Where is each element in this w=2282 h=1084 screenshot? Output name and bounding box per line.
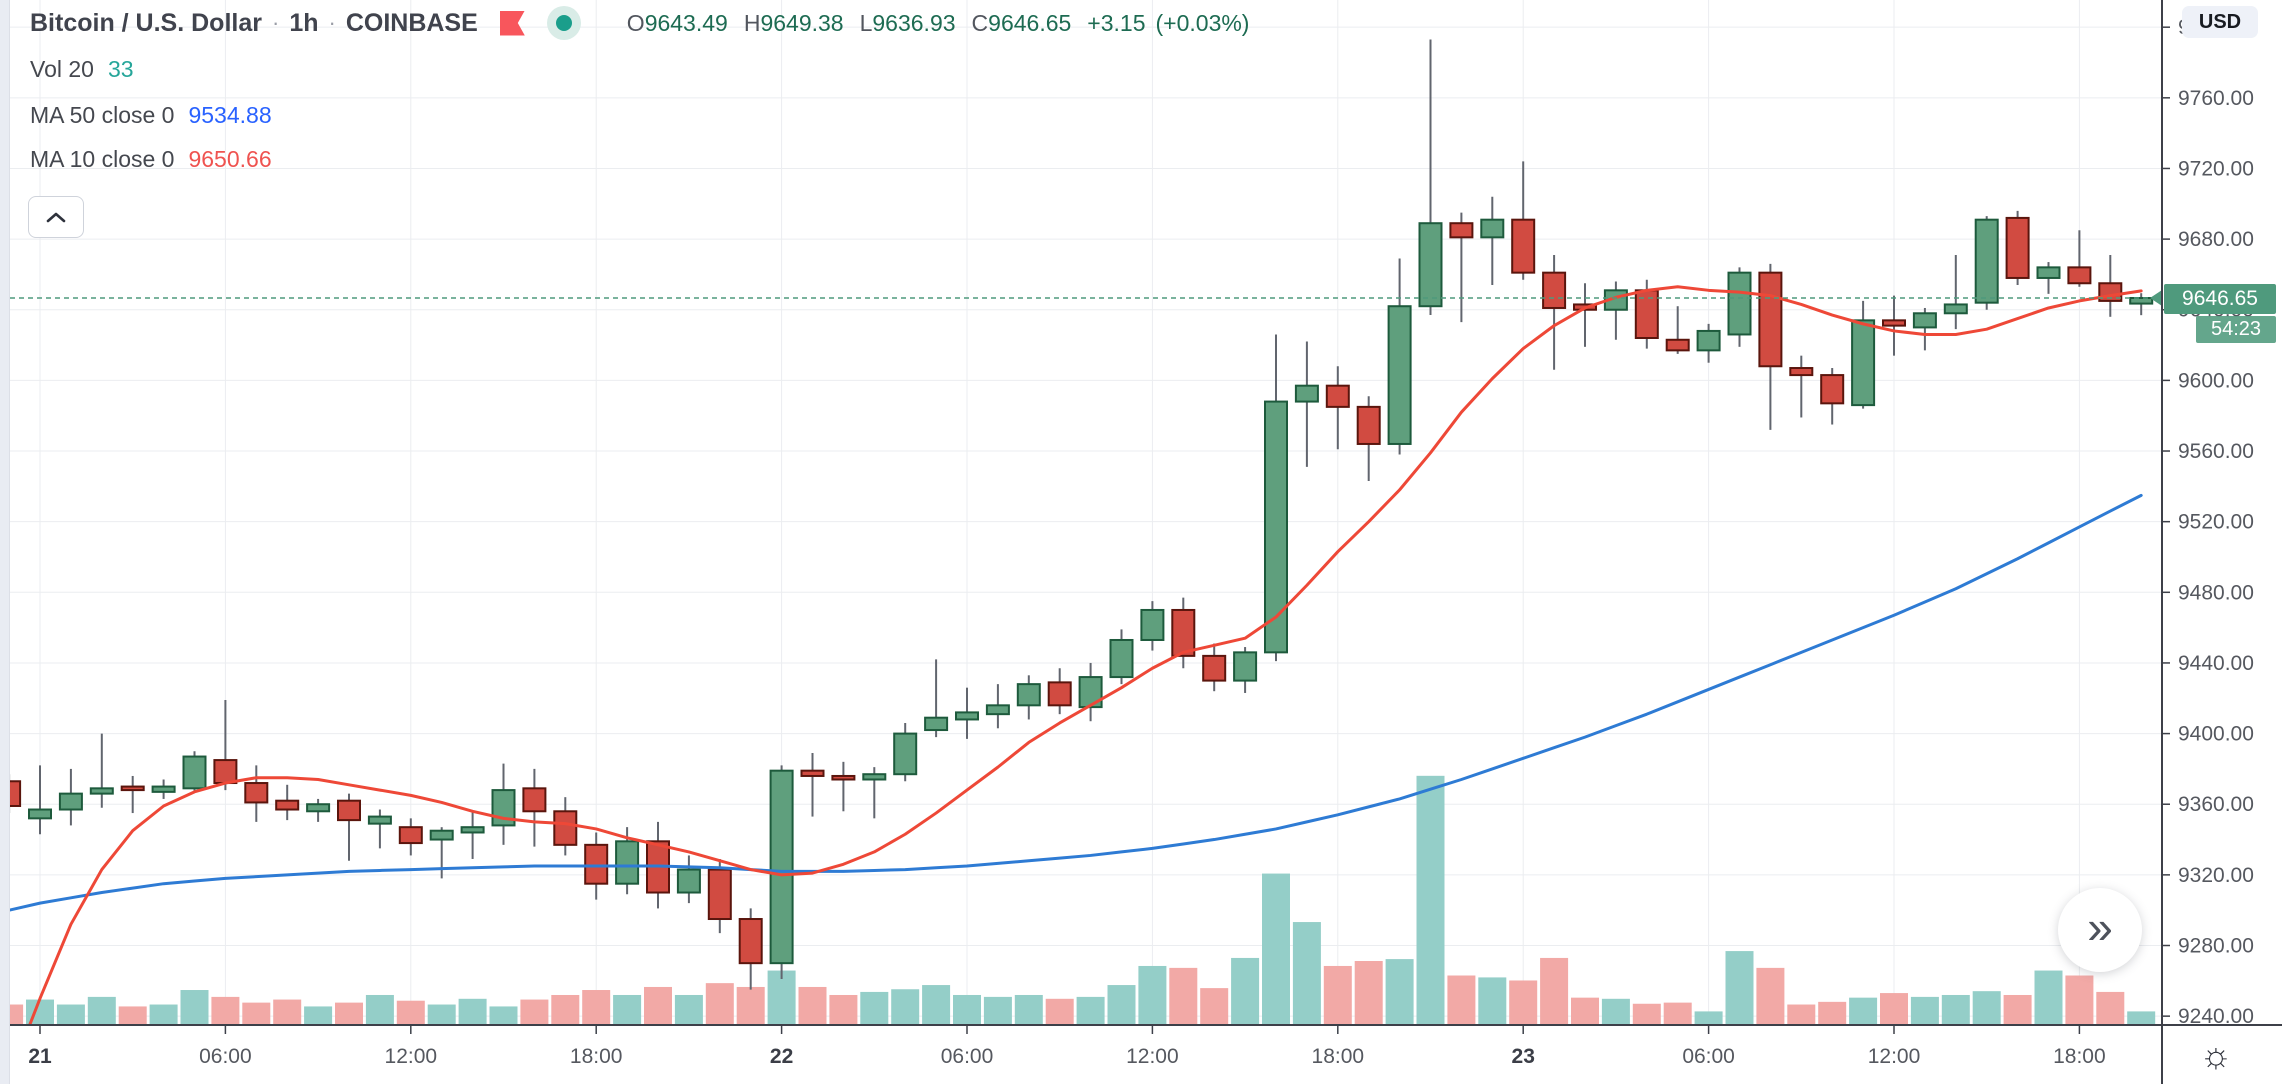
- exchange-label: COINBASE: [345, 8, 478, 37]
- volume-value: 33: [107, 56, 134, 82]
- symbol-title[interactable]: Bitcoin / U.S. Dollar: [30, 8, 262, 37]
- legend-item-volume[interactable]: Vol 20 33: [30, 56, 134, 83]
- ma10-value: 9650.66: [188, 146, 272, 172]
- volume-label: Vol 20: [30, 56, 94, 82]
- time-axis[interactable]: [10, 1026, 2162, 1084]
- last-price-tag: 9646.65: [2164, 284, 2276, 314]
- legend-item-ma10[interactable]: MA 10 close 0 9650.66: [30, 146, 272, 173]
- close-label: C: [971, 9, 989, 36]
- axes-overlay: 9240.00 9280.00 9320.00 9360.00 9400.00 9440.…: [10, 0, 2282, 1084]
- change-value: +3.15: [1087, 9, 1146, 36]
- flag-icon[interactable]: [499, 10, 525, 36]
- axis-settings-button[interactable]: ☼: [2166, 1028, 2266, 1082]
- high-value: 9649.38: [760, 9, 844, 36]
- ma50-value: 9534.88: [188, 102, 272, 128]
- time-tick-label: 18:00: [570, 1045, 623, 1068]
- price-tick-label: 9600.00: [2178, 369, 2254, 392]
- grid-lines: [10, 0, 2162, 1025]
- market-status-halo: [546, 6, 581, 40]
- price-tick-label: 9560.00: [2178, 440, 2254, 463]
- title-separator: ·: [271, 10, 280, 35]
- open-label: O: [626, 9, 645, 36]
- ma10-label: MA 10 close 0: [30, 146, 175, 172]
- price-tick-label: 9400.00: [2178, 723, 2254, 746]
- sun-settings-icon: ☼: [2199, 1034, 2233, 1075]
- title-separator: ·: [328, 10, 336, 35]
- bar-countdown-tag: 54:23: [2196, 316, 2276, 343]
- low-label: L: [859, 9, 873, 36]
- price-tick-label: 9320.00: [2178, 864, 2254, 887]
- time-tick-label: 12:00: [1868, 1045, 1921, 1068]
- low-value: 9636.93: [872, 9, 956, 36]
- scroll-to-realtime-button[interactable]: »: [2058, 888, 2142, 972]
- left-toolbar-strip[interactable]: [0, 0, 10, 1084]
- chart-header: Bitcoin / U.S. Dollar · 1h · COINBASE O …: [30, 6, 1259, 40]
- ma50-label: MA 50 close 0: [30, 102, 175, 128]
- time-tick-label: 06:00: [1682, 1045, 1735, 1068]
- change-percent: (+0.03%): [1155, 9, 1250, 36]
- double-chevron-right-icon: »: [2087, 901, 2113, 953]
- price-tick-label: 9480.00: [2178, 581, 2254, 604]
- time-tick-label: 18:00: [2053, 1045, 2106, 1068]
- interval-label[interactable]: 1h: [289, 8, 319, 37]
- price-axis[interactable]: [2163, 0, 2282, 1025]
- price-tick-label: 9760.00: [2178, 87, 2254, 110]
- legend-item-ma50[interactable]: MA 50 close 0 9534.88: [30, 102, 272, 129]
- ohlc-readout: O 9643.49 H 9649.38 L 9636.93 C 9646.65 …: [627, 10, 1260, 37]
- volume-bars: [10, 775, 2156, 1024]
- time-tick-label: 06:00: [941, 1045, 994, 1068]
- time-tick-label: 23: [1512, 1045, 1535, 1068]
- price-tick-label: 9680.00: [2178, 228, 2254, 251]
- price-tick-label: 9360.00: [2178, 793, 2254, 816]
- time-tick-label: 12:00: [1126, 1045, 1179, 1068]
- time-tick-label: 21: [28, 1045, 52, 1068]
- chevron-up-icon: [46, 212, 66, 222]
- time-tick-label: 12:00: [385, 1045, 438, 1068]
- time-tick-label: 18:00: [1312, 1045, 1365, 1068]
- time-tick-label: 22: [770, 1045, 793, 1068]
- collapse-legend-button[interactable]: [28, 196, 84, 238]
- price-tick-label: 9520.00: [2178, 511, 2254, 534]
- price-tick-label: 9440.00: [2178, 652, 2254, 675]
- price-tick-label: 9720.00: [2178, 157, 2254, 180]
- currency-toggle-button[interactable]: USD: [2182, 6, 2258, 38]
- market-open-dot-icon: [555, 15, 572, 31]
- ma-lines: [10, 285, 2143, 1025]
- price-tick-label: 9280.00: [2178, 935, 2254, 958]
- price-tick-label: 9240.00: [2178, 1005, 2254, 1028]
- open-value: 9643.49: [644, 9, 728, 36]
- candles: [10, 39, 2154, 990]
- close-value: 9646.65: [988, 9, 1072, 36]
- high-label: H: [743, 9, 761, 36]
- time-tick-label: 06:00: [199, 1045, 252, 1068]
